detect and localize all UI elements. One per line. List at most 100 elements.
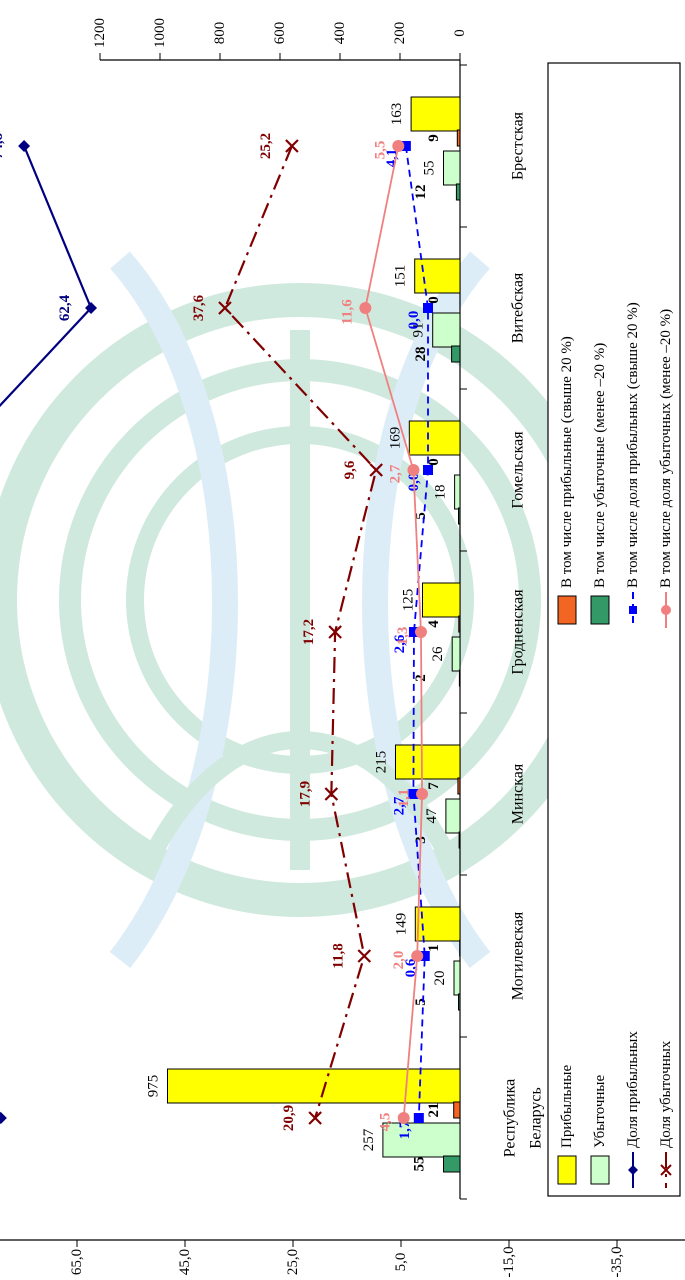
bar bbox=[422, 582, 461, 618]
legend-swatch bbox=[557, 595, 577, 625]
legend-marker bbox=[629, 606, 637, 614]
bar bbox=[456, 129, 461, 147]
legend-item: В том числе убыточные (менее –20 %) bbox=[590, 343, 610, 625]
line-value-label: 2,6 bbox=[392, 634, 408, 653]
legend-item: Доля прибыльных bbox=[625, 1031, 641, 1188]
bar bbox=[458, 993, 461, 1011]
lines: 74,862,490,482,882,188,279,125,237,69,61… bbox=[0, 133, 433, 1139]
bar bbox=[408, 420, 461, 456]
bar bbox=[432, 312, 461, 348]
legend-label: Убыточные bbox=[592, 1074, 608, 1148]
legend-swatch bbox=[590, 1155, 610, 1185]
line-series: 25,2 37,6 9,6 17,2 17,9 11,8 20,9 bbox=[191, 133, 383, 1131]
line-value-label: 0,6 bbox=[403, 958, 419, 977]
bar bbox=[443, 1155, 461, 1173]
line-point bbox=[308, 1111, 322, 1125]
bar bbox=[395, 744, 461, 780]
bar-value-label: 55 bbox=[412, 1157, 428, 1172]
category-label: Гродненская bbox=[510, 589, 527, 675]
count-tick-label: 0 bbox=[452, 29, 468, 37]
bar bbox=[453, 960, 461, 996]
category-label: Могилевская bbox=[510, 911, 527, 1000]
line-point bbox=[397, 1112, 410, 1124]
line-point bbox=[408, 627, 419, 637]
legend-label: В том числе убыточные (менее –20 %) bbox=[592, 343, 608, 588]
line-value-label: 4,1 bbox=[384, 149, 400, 168]
line-point bbox=[407, 464, 420, 476]
line-value-label: 0,0 bbox=[406, 311, 422, 330]
line-value-label: 5,5 bbox=[372, 141, 388, 160]
bar-value-label: 975 bbox=[146, 1075, 162, 1098]
line-point bbox=[218, 301, 232, 315]
category-label: Витебская bbox=[510, 272, 527, 343]
line-value-label: 9,6 bbox=[342, 460, 358, 479]
bar bbox=[455, 183, 461, 201]
line-point bbox=[359, 302, 372, 314]
line-value-label: 2,0 bbox=[391, 951, 407, 970]
line-point bbox=[328, 625, 342, 639]
legend-box bbox=[547, 62, 681, 1197]
legend-label: В том числе доля прибыльных (свыше 20 %) bbox=[625, 302, 641, 588]
line-point bbox=[408, 789, 419, 799]
bar-value-label: 0 bbox=[426, 458, 442, 466]
bar-value-label: 5 bbox=[413, 512, 429, 520]
percent-tick-label: 65,0 bbox=[69, 1249, 85, 1275]
bar bbox=[458, 669, 461, 687]
count-tick-label: 1200 bbox=[92, 18, 108, 48]
line-point bbox=[285, 139, 299, 153]
percent-tick-label: 25,0 bbox=[285, 1249, 301, 1275]
legend-label: В том числе доля убыточных (менее –20 %) bbox=[658, 309, 674, 588]
line-series: 4,10,00,02,62,70,61,7 bbox=[384, 141, 433, 1139]
bar-value-label: 257 bbox=[361, 1128, 377, 1151]
legend-label: Прибыльные bbox=[559, 1064, 575, 1148]
bar-value-label: 215 bbox=[374, 751, 390, 774]
bar-value-label: 7 bbox=[426, 782, 442, 790]
legend-label: В том числе прибыльные (свыше 20 %) bbox=[559, 336, 575, 588]
line-value-label: 1,3 bbox=[395, 627, 411, 646]
count-tick-label: 400 bbox=[332, 22, 348, 45]
legend-item: В том числе прибыльные (свыше 20 %) bbox=[557, 336, 577, 625]
bar bbox=[443, 150, 461, 186]
watermark-ring-middle bbox=[59, 359, 541, 841]
line-point bbox=[324, 787, 339, 801]
legend-marker bbox=[661, 605, 671, 615]
count-tick-label: 800 bbox=[212, 22, 228, 45]
bar-value-label: 12 bbox=[413, 185, 429, 200]
bar-value-label: 55 bbox=[422, 161, 438, 176]
legend-item: Доля убыточных bbox=[658, 1040, 674, 1188]
count-tick-label: 600 bbox=[272, 22, 288, 45]
bar bbox=[458, 831, 461, 849]
bar bbox=[451, 636, 461, 672]
category-label: Минская bbox=[510, 763, 527, 824]
bar bbox=[454, 474, 461, 510]
legend-marker bbox=[628, 1165, 638, 1175]
bar bbox=[167, 1068, 461, 1104]
bar bbox=[458, 507, 461, 525]
bar-value-label: 20 bbox=[432, 971, 448, 986]
line-point bbox=[413, 1113, 424, 1123]
bar-value-label: 26 bbox=[430, 646, 446, 662]
legend-swatch bbox=[590, 595, 610, 625]
bar-value-label: 163 bbox=[389, 103, 405, 126]
line-point bbox=[423, 465, 433, 475]
line-point bbox=[85, 302, 98, 314]
bar-value-label: 21 bbox=[426, 1103, 442, 1118]
bar-value-label: 28 bbox=[413, 347, 429, 362]
category-label: Гомельская bbox=[510, 431, 527, 509]
bar-value-label: 149 bbox=[393, 913, 409, 936]
line-point bbox=[0, 1112, 7, 1124]
watermark-arc-left bbox=[109, 251, 238, 968]
bar bbox=[457, 777, 461, 795]
line-point bbox=[357, 949, 372, 963]
line-value-label: 4,5 bbox=[378, 1113, 394, 1132]
legend-item: В том числе доля убыточных (менее –20 %) bbox=[658, 309, 674, 628]
legend-label: Доля убыточных bbox=[658, 1040, 674, 1148]
line-point bbox=[411, 950, 424, 962]
legend-item: Прибыльные bbox=[557, 1064, 577, 1185]
legend-swatch bbox=[557, 1155, 577, 1185]
line-point bbox=[423, 303, 433, 313]
